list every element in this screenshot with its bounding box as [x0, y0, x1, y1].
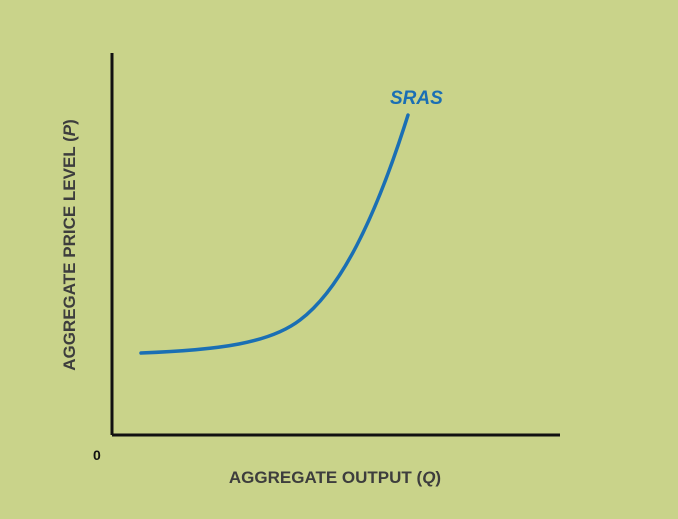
- origin-label: 0: [93, 447, 101, 463]
- y-axis-title-symbol: P: [60, 124, 79, 136]
- sras-curve: [139, 113, 410, 355]
- y-axis-title-prefix: AGGREGATE PRICE LEVEL (: [60, 136, 79, 371]
- y-axis-title-suffix: ): [60, 119, 79, 125]
- sras-curve-label: SRAS: [390, 88, 443, 109]
- x-axis-title: AGGREGATE OUTPUT (Q): [229, 468, 441, 487]
- x-axis-title-suffix: ): [435, 468, 441, 487]
- x-axis-title-symbol: Q: [422, 468, 435, 487]
- y-axis-title: AGGREGATE PRICE LEVEL (P): [60, 119, 79, 371]
- x-axis-title-prefix: AGGREGATE OUTPUT (: [229, 468, 423, 487]
